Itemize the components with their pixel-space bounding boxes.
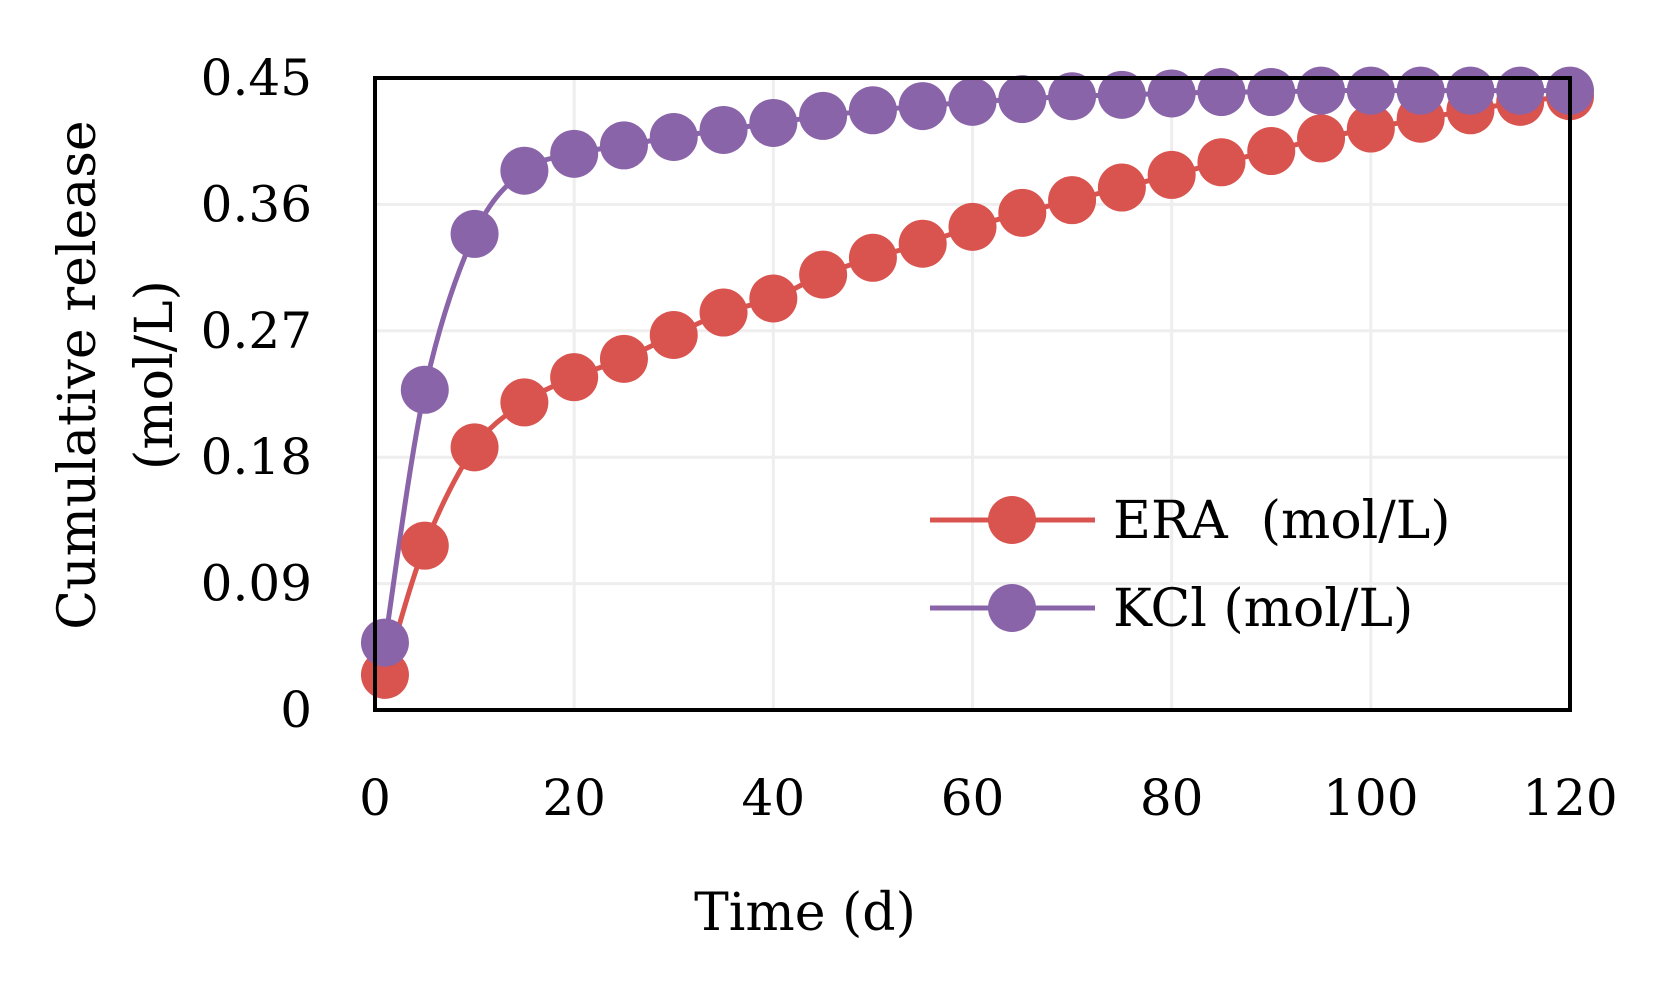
y-tick-label: 0.27 [201,302,312,360]
data-point-era [599,334,648,383]
y-axis-ticks: 0 0.09 0.18 0.27 0.36 0.45 [201,49,312,739]
legend-item-era: ERA (mol/L) [930,491,1451,551]
data-point-kcl [1247,68,1296,117]
y-axis-title-line1: Cumulative release [48,120,108,629]
data-point-kcl [848,86,897,135]
y-tick-label: 0 [280,681,312,739]
legend-marker-kcl [988,584,1036,632]
data-point-era [1048,176,1097,225]
legend-marker-era [988,496,1036,544]
data-point-kcl [1496,66,1545,115]
data-point-era [749,274,798,323]
data-point-kcl [1297,66,1346,115]
x-tick-label: 60 [941,769,1005,827]
plot-frame [373,76,1572,712]
data-point-kcl [1396,66,1445,115]
data-point-kcl [360,618,409,667]
data-point-kcl [998,75,1047,124]
data-point-era [948,202,997,251]
x-axis-ticks: 0 20 40 60 80 100 120 [359,769,1618,827]
data-point-kcl [550,129,599,178]
data-point-era [1147,150,1196,199]
legend-label-kcl: KCl (mol/L) [1113,579,1413,639]
x-tick-label: 120 [1522,769,1617,827]
data-point-kcl [898,82,947,131]
data-point-kcl [799,91,848,140]
data-point-era [500,378,549,427]
data-point-era [1297,114,1346,163]
data-point-kcl [1197,68,1246,117]
data-point-era [649,311,698,360]
x-tick-label: 20 [542,769,606,827]
data-point-kcl [500,146,549,195]
data-point-kcl [599,121,648,170]
data-point-era [1346,104,1395,153]
data-point-era [1097,163,1146,212]
data-point-kcl [1446,66,1495,115]
data-point-era [1247,127,1296,176]
data-point-era [799,250,848,299]
data-point-kcl [400,365,449,414]
data-point-era [400,521,449,570]
data-point-era [848,233,897,282]
data-point-era [998,188,1047,237]
legend: ERA (mol/L) KCl (mol/L) [930,491,1451,639]
data-point-era [1197,138,1246,187]
data-point-kcl [699,105,748,154]
x-tick-label: 0 [359,769,391,827]
data-point-kcl [749,98,798,147]
x-tick-label: 100 [1323,769,1418,827]
data-point-kcl [1048,72,1097,121]
legend-label-era: ERA (mol/L) [1113,491,1451,551]
y-axis-title-line2: (mol/L) [125,280,185,470]
data-point-kcl [450,209,499,258]
legend-item-kcl: KCl (mol/L) [930,579,1413,639]
y-tick-label: 0.45 [201,49,312,107]
x-tick-label: 40 [742,769,806,827]
y-tick-label: 0.09 [201,555,312,613]
y-tick-label: 0.36 [201,175,312,233]
series-group [360,66,1594,699]
data-point-kcl [1147,69,1196,118]
data-point-kcl [948,77,997,126]
data-point-era [550,353,599,402]
x-axis-title: Time (d) [694,883,916,943]
data-point-era [699,288,748,337]
data-point-era [898,219,947,268]
data-point-kcl [649,112,698,161]
data-point-kcl [1097,70,1146,119]
x-tick-label: 80 [1140,769,1204,827]
data-point-era [450,423,499,472]
data-point-kcl [1346,66,1395,115]
y-tick-label: 0.18 [201,428,312,486]
